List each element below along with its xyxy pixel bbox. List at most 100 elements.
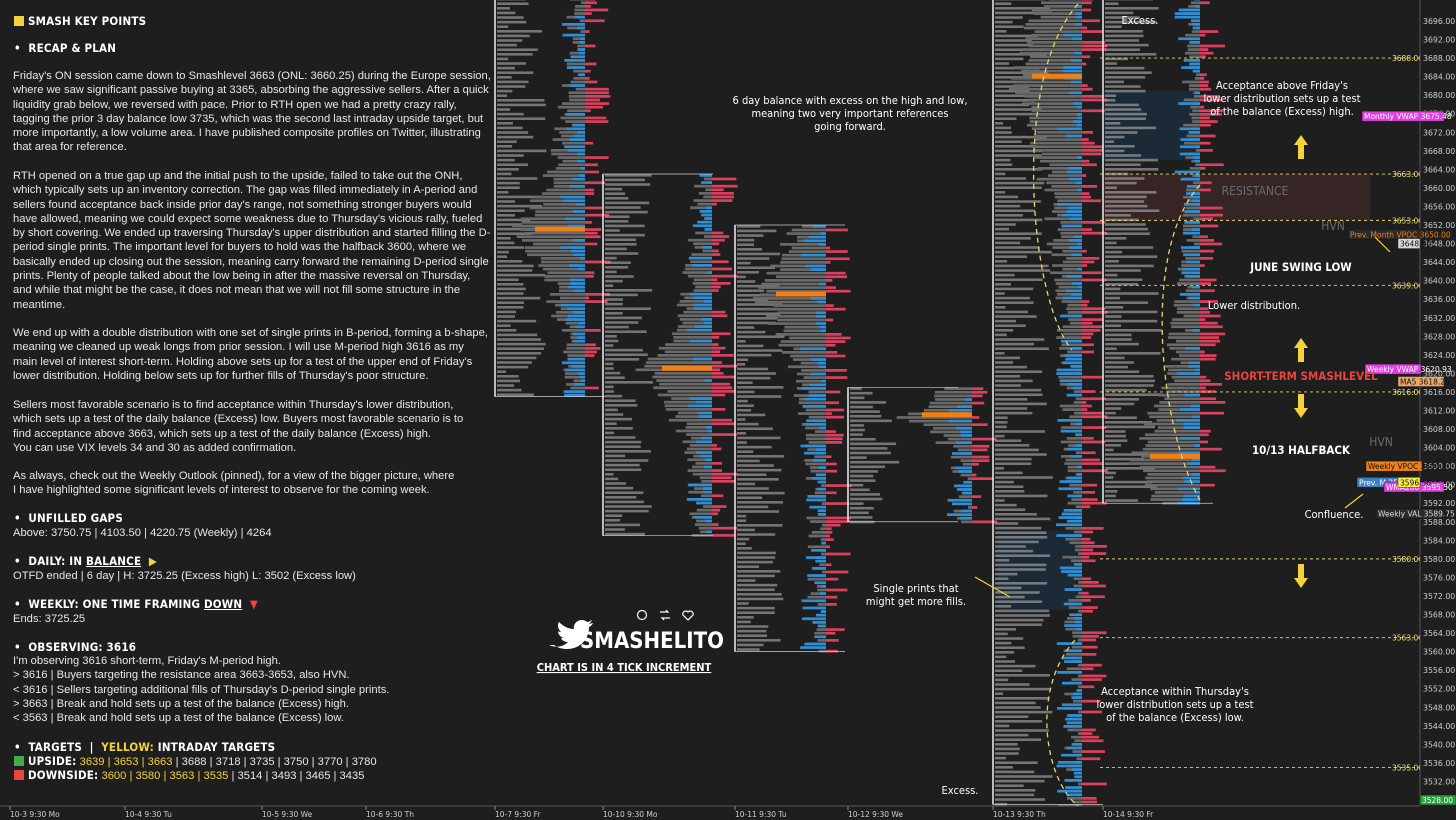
volume-bar (557, 105, 585, 109)
buy-delta-bar (818, 243, 826, 246)
annotation-line: lower distribution sets up a test (1096, 698, 1253, 711)
sell-delta-bar (972, 520, 998, 524)
volume-bar (1061, 343, 1082, 347)
tpo-row (605, 445, 641, 449)
sell-delta-bar (1082, 174, 1087, 177)
annotation-singles: Single prints that might get more fills. (866, 582, 966, 608)
buy-delta-bar (947, 498, 972, 502)
volume-bar (1035, 156, 1082, 159)
tpo-row (995, 715, 1029, 719)
tpo-row (995, 724, 1010, 728)
buy-delta-bar (1180, 437, 1200, 440)
tpo-row (995, 246, 1040, 249)
sell-delta-bar (972, 459, 990, 463)
buy-delta-bar (1063, 509, 1082, 512)
buy-delta-bar (703, 490, 712, 494)
volume-bar (693, 242, 712, 246)
volume-bar (557, 156, 585, 159)
sell-delta-bar (972, 506, 978, 509)
sell-delta-bar (712, 202, 717, 206)
tpo-row (995, 756, 1006, 760)
tpo-row (737, 261, 751, 265)
buy-delta-bar (577, 267, 585, 271)
volume-bar (703, 177, 712, 181)
buy-delta-bar (1191, 228, 1200, 231)
buy-delta-bar (1073, 120, 1082, 123)
sell-delta-bar (1200, 134, 1216, 138)
volume-bar (1066, 307, 1082, 311)
tpo-row (737, 330, 766, 334)
sell-delta-bar (1082, 332, 1094, 336)
tpo-row (995, 200, 1041, 203)
buy-delta-bar (1193, 303, 1200, 307)
tpo-row (995, 186, 1042, 190)
volume-bar (1056, 293, 1082, 296)
tpo-row (1105, 273, 1118, 277)
tpo-row (737, 574, 775, 578)
tpo-row (737, 556, 776, 559)
tpo-row (995, 600, 1043, 604)
tpo-row (995, 168, 1043, 171)
volume-bar (1166, 390, 1200, 393)
tpo-row (1105, 434, 1126, 438)
buy-delta-bar (1194, 444, 1200, 447)
sell-delta-bar (712, 242, 720, 246)
volume-bar (1149, 415, 1200, 419)
sell-delta-bar (1200, 80, 1209, 84)
buy-delta-bar (705, 426, 712, 429)
sell-delta-bar (585, 116, 607, 120)
sell-delta-bar (826, 289, 851, 293)
volume-bar (778, 343, 826, 347)
buy-delta-bar (1076, 627, 1082, 631)
y-tick-label: 3604.00 (1423, 444, 1455, 453)
tpo-row (995, 802, 1008, 806)
sell-delta-bar (1082, 735, 1100, 739)
volume-bar (1078, 663, 1082, 667)
buy-delta-bar (1062, 33, 1082, 37)
volume-bar (1078, 674, 1082, 678)
tpo-row (995, 545, 1026, 548)
tpo-row (995, 48, 1047, 52)
buy-delta-bar (1195, 174, 1200, 177)
tpo-row (605, 206, 641, 209)
volume-bar (1191, 116, 1200, 120)
volume-bar (822, 523, 826, 527)
tpo-row (995, 476, 1053, 479)
tpo-row (737, 372, 776, 375)
price-tag-text: 3648.00 (1400, 240, 1431, 249)
buy-delta-bar (572, 177, 585, 181)
buy-delta-bar (578, 174, 585, 177)
buy-delta-bar (806, 498, 826, 502)
buy-delta-bar (567, 357, 585, 361)
sell-delta-bar (1082, 303, 1088, 307)
tpo-row (497, 191, 509, 194)
sell-delta-bar (1082, 257, 1100, 260)
volume-bar (1024, 95, 1082, 98)
tpo-row (497, 94, 508, 98)
volume-bar (896, 416, 972, 419)
tpo-row (1105, 246, 1154, 249)
sell-delta-bar (712, 177, 737, 181)
targets-heading-intraday: INTRADAY TARGETS (157, 740, 276, 754)
buy-delta-bar (705, 206, 712, 210)
buy-delta-bar (816, 300, 826, 304)
buy-delta-bar (579, 73, 585, 77)
volume-bar (579, 19, 585, 23)
tpo-row (497, 186, 520, 190)
sell-delta-bar (712, 393, 726, 397)
tpo-row (995, 352, 1005, 355)
sell-delta-bar (1082, 325, 1104, 329)
sell-delta-bar (826, 336, 851, 340)
buy-delta-bar (704, 519, 712, 523)
tpo-row (995, 706, 1041, 709)
tpo-row (497, 214, 515, 217)
buy-delta-bar (690, 292, 712, 296)
right-triangle-icon: ▶ (148, 554, 158, 568)
price-tag: Weekly VWAP 3620.93 (1364, 363, 1452, 375)
tpo-row (995, 430, 1045, 433)
tpo-row (497, 163, 528, 167)
volume-bar (573, 379, 585, 383)
buy-delta-bar (1181, 271, 1200, 275)
buy-delta-bar (810, 358, 826, 361)
tpo-row (605, 381, 653, 384)
